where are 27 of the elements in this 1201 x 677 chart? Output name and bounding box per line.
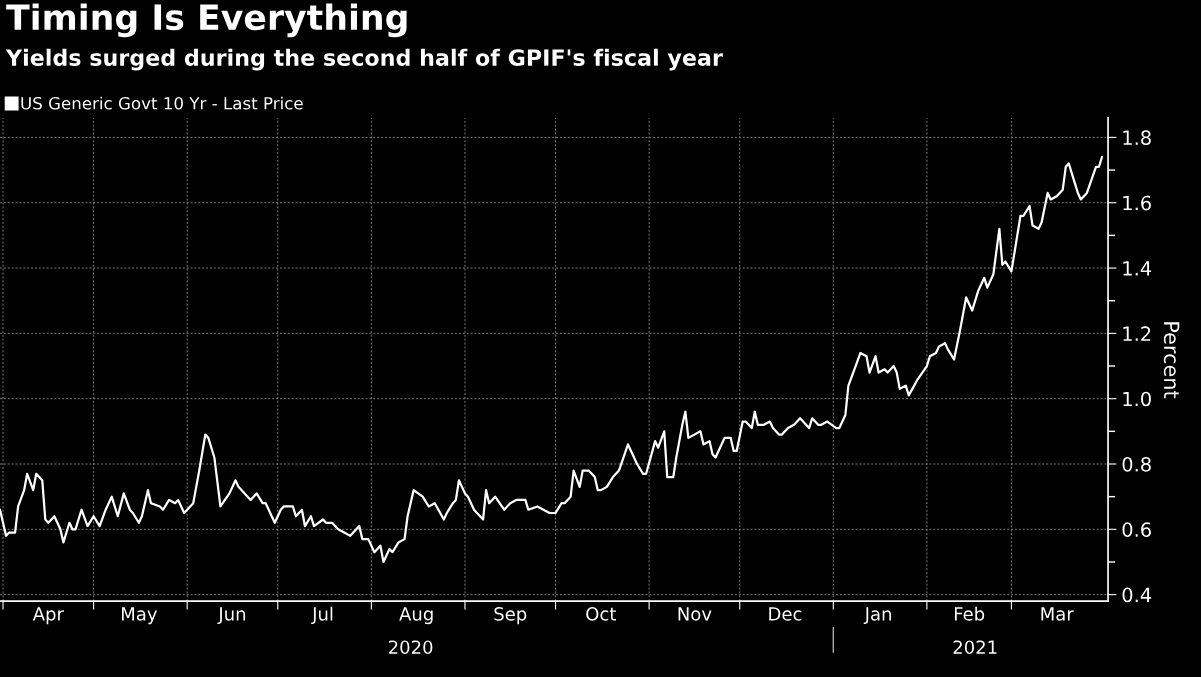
y-tick-label: 1.0 bbox=[1123, 391, 1151, 407]
x-tick-label: Sep bbox=[494, 607, 527, 625]
x-tick-label: Mar bbox=[1041, 607, 1074, 621]
y-tick-label: 0.4 bbox=[1122, 587, 1152, 603]
x-tick-label: Nov bbox=[678, 607, 712, 621]
x-tick-label: Jan bbox=[863, 607, 891, 625]
x-tick-label: Jun bbox=[217, 607, 246, 625]
y-tick-label: 1.8 bbox=[1123, 130, 1151, 146]
y-tick-label: 0.8 bbox=[1122, 456, 1151, 472]
line-series bbox=[0, 155, 1104, 564]
x2-tick-label: 2021 bbox=[953, 640, 997, 655]
chart-subtitle: Yields surged during the second half of GPIF's fiscal year bbox=[5, 48, 723, 71]
x2-tick-label: 2020 bbox=[388, 640, 433, 655]
x-tick-label: Apr bbox=[32, 607, 64, 625]
legend-label: US Generic Govt 10 Yr - Last Price bbox=[21, 96, 303, 110]
y-tick-label: 1.6 bbox=[1123, 195, 1151, 211]
x-tick-label: Dec bbox=[769, 607, 802, 621]
y-tick-label: 0.6 bbox=[1122, 522, 1151, 537]
x-tick-label: May bbox=[121, 607, 158, 625]
y-tick-label: 1.4 bbox=[1123, 261, 1152, 276]
x-tick-label: Oct bbox=[586, 607, 616, 621]
y-tick-label: 1.2 bbox=[1123, 326, 1151, 341]
x-tick-label: Jul bbox=[311, 606, 333, 625]
x-tick-label: Aug bbox=[399, 607, 433, 625]
y-axis-title: Percent bbox=[1163, 322, 1180, 399]
x-tick-label: Feb bbox=[954, 606, 985, 621]
chart-title: Timing Is Everything bbox=[6, 3, 407, 38]
